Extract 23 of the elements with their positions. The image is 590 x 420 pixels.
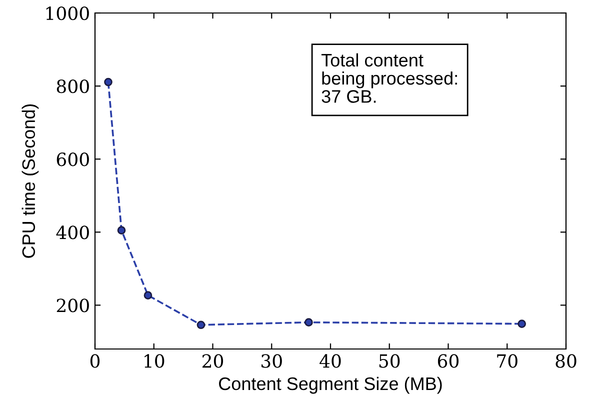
- y-tick-label: 400: [56, 226, 89, 240]
- x-tick-label: 30: [262, 354, 282, 368]
- y-tick-label: 600: [56, 152, 89, 166]
- x-tick-label: 0: [90, 354, 100, 368]
- y-axis-title: CPU time (Second): [22, 104, 39, 258]
- point: [196, 320, 206, 330]
- x-tick-label: 80: [556, 354, 576, 368]
- point: [304, 318, 313, 327]
- x-tick-label: 50: [379, 354, 400, 368]
- annotation: Total content being processed: 37 GB.: [321, 53, 457, 103]
- x-tick-label: 10: [144, 354, 164, 368]
- point: [518, 320, 526, 328]
- x-tick-label: 40: [320, 354, 341, 368]
- point: [117, 226, 126, 234]
- y-tick-label: 800: [56, 80, 89, 94]
- y-tick-label: 1000: [46, 6, 89, 20]
- x-axis-title: Content Segment Size (MB): [219, 376, 442, 394]
- point: [104, 78, 112, 86]
- x-tick-label: 60: [438, 354, 459, 368]
- x-tick-label: 20: [202, 354, 224, 368]
- x-tick-label: 70: [497, 354, 518, 368]
- point: [144, 291, 152, 300]
- y-tick-label: 200: [56, 298, 89, 312]
